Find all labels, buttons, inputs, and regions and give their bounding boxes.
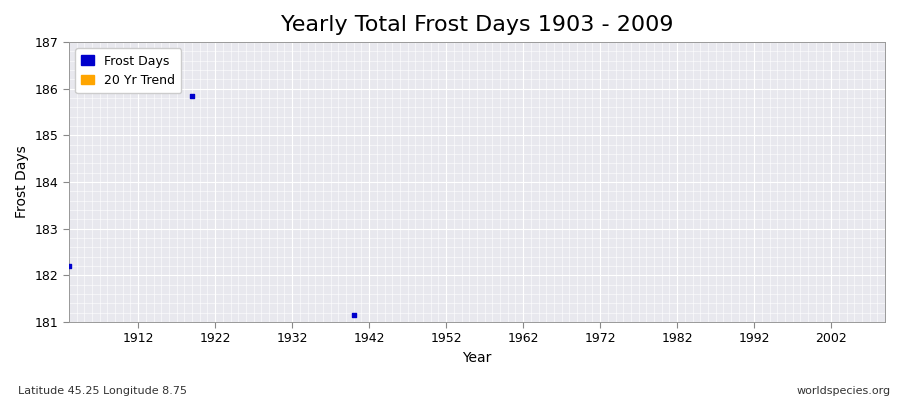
Text: worldspecies.org: worldspecies.org — [796, 386, 891, 396]
Y-axis label: Frost Days: Frost Days — [15, 146, 29, 218]
Point — [61, 263, 76, 269]
Point — [346, 312, 361, 318]
Point — [184, 92, 199, 99]
Legend: Frost Days, 20 Yr Trend: Frost Days, 20 Yr Trend — [75, 48, 181, 93]
Title: Yearly Total Frost Days 1903 - 2009: Yearly Total Frost Days 1903 - 2009 — [281, 15, 673, 35]
Text: Latitude 45.25 Longitude 8.75: Latitude 45.25 Longitude 8.75 — [18, 386, 187, 396]
X-axis label: Year: Year — [463, 351, 491, 365]
